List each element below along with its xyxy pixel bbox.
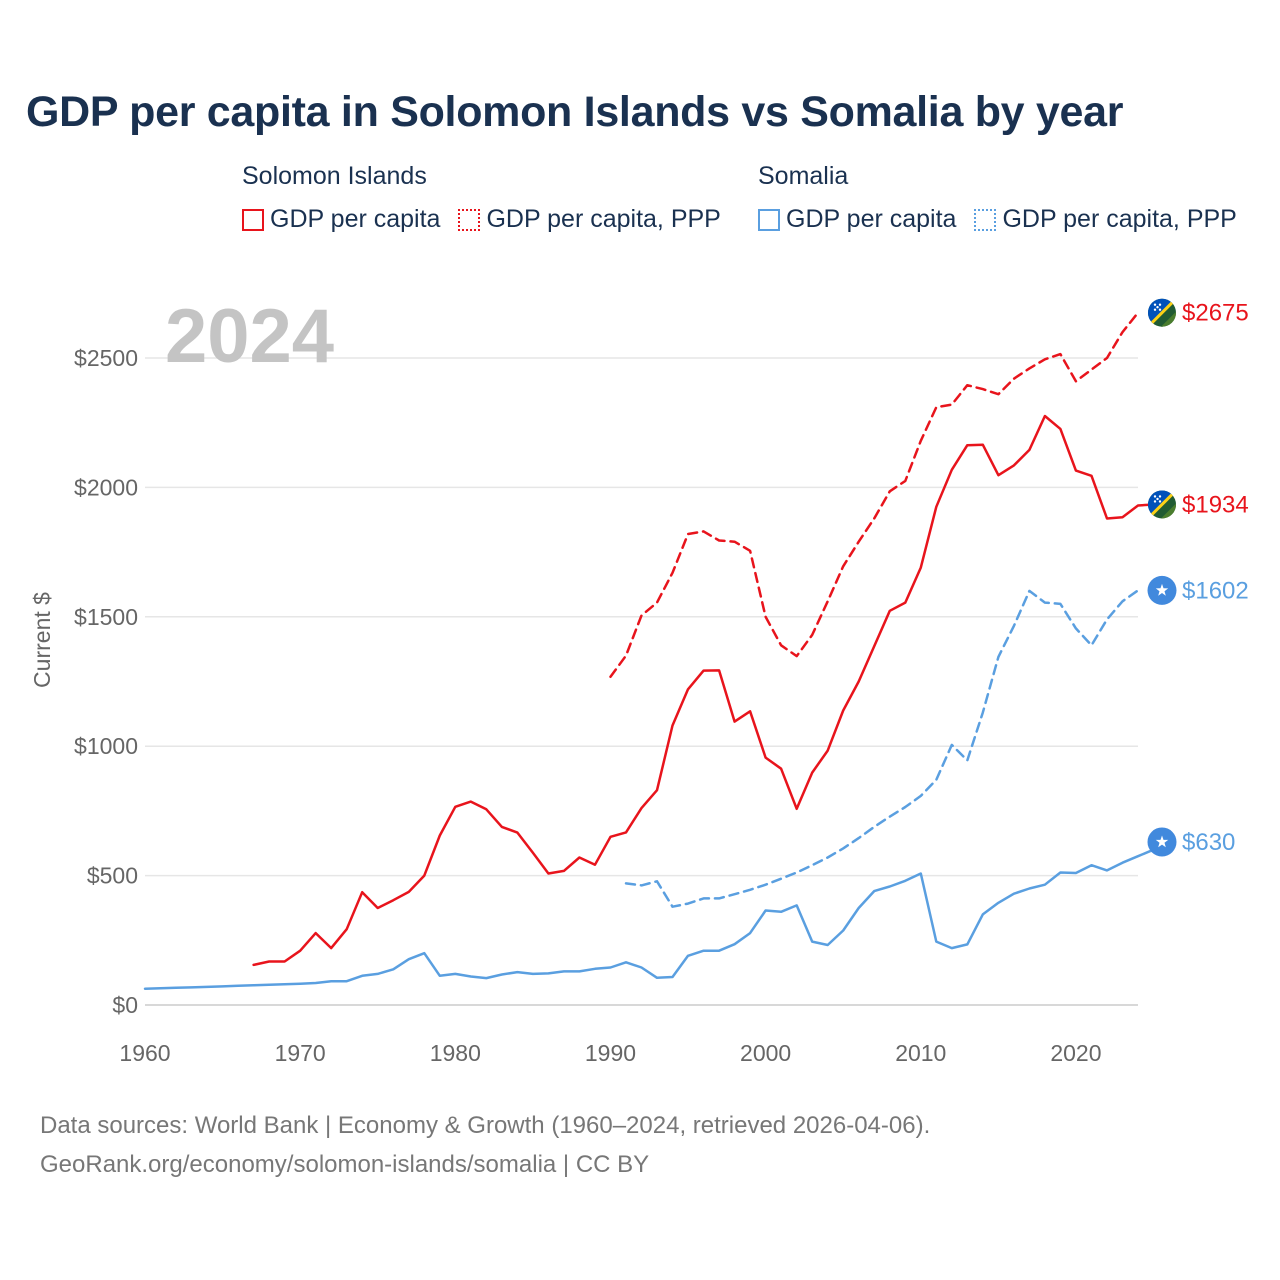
- line-chart: $0 $500 $1000 $1500 $2000 $2500 1960 1970 1980 19…: [29, 294, 1249, 1066]
- legend-group-title: Solomon Islands: [242, 162, 427, 190]
- legend-item-label: GDP per capita, PPP: [486, 205, 721, 233]
- x-tick-label: 2000: [740, 1040, 791, 1066]
- legend-item-label: GDP per capita, PPP: [1002, 205, 1237, 233]
- y-tick-label: $0: [112, 992, 138, 1018]
- series-lines: [143, 311, 1171, 990]
- year-watermark: 2024: [165, 294, 334, 379]
- y-tick-label: $1500: [74, 604, 138, 630]
- solomon-islands-flag-icon: [1148, 298, 1176, 327]
- solomon-islands-flag-icon: [1148, 490, 1176, 519]
- series-line-2[interactable]: [143, 840, 1171, 990]
- x-tick-label: 1970: [275, 1040, 326, 1066]
- series-line-3[interactable]: [624, 589, 1140, 908]
- x-tick-label: 1980: [430, 1040, 481, 1066]
- legend-item-solomon-gdp-ppp[interactable]: GDP per capita, PPP: [458, 205, 721, 234]
- legend-group-title: Somalia: [758, 162, 849, 190]
- legend-group-solomon-islands: Solomon Islands GDP per capita GDP per c…: [242, 162, 721, 234]
- legend-swatch-dotted: [974, 208, 997, 231]
- legend-item-solomon-gdp[interactable]: GDP per capita: [242, 205, 440, 234]
- footer-link[interactable]: GeoRank.org/economy/solomon-islands/soma…: [40, 1151, 650, 1178]
- series-line-0[interactable]: [252, 414, 1155, 967]
- grid-lines: $0 $500 $1000 $1500 $2000 $2500 1960 1970 1980 19…: [74, 345, 1138, 1066]
- legend-item-somalia-gdp[interactable]: GDP per capita: [758, 205, 956, 234]
- somalia-flag-icon: [1147, 827, 1177, 857]
- y-axis-label: Current $: [29, 592, 55, 688]
- end-markers: $1934 $2675 $630 $1602: [1147, 298, 1249, 857]
- somalia-flag-icon: [1147, 575, 1177, 605]
- footer: Data sources: World Bank | Economy & Gro…: [40, 1106, 930, 1184]
- legend-swatch-dotted: [458, 208, 481, 231]
- footer-sources: Data sources: World Bank | Economy & Gro…: [40, 1112, 931, 1139]
- legend-item-somalia-gdp-ppp[interactable]: GDP per capita, PPP: [974, 205, 1237, 234]
- y-tick-label: $2500: [74, 345, 138, 371]
- x-tick-label: 1990: [585, 1040, 636, 1066]
- end-value-label: $1934: [1182, 491, 1249, 518]
- end-value-label: $1602: [1182, 577, 1249, 604]
- x-tick-label: 1960: [119, 1040, 170, 1066]
- legend-swatch-solid: [758, 208, 780, 231]
- y-tick-label: $1000: [74, 733, 138, 759]
- series-line-1[interactable]: [609, 311, 1140, 679]
- end-value-label: $2675: [1182, 300, 1249, 327]
- x-tick-label: 2010: [895, 1040, 946, 1066]
- y-tick-label: $2000: [74, 474, 138, 500]
- legend-item-label: GDP per capita: [270, 205, 441, 233]
- legend-swatch-solid: [242, 208, 264, 231]
- end-value-label: $630: [1182, 829, 1235, 856]
- x-tick-label: 2020: [1050, 1040, 1101, 1066]
- legend-item-label: GDP per capita: [786, 205, 957, 233]
- chart-title: GDP per capita in Solomon Islands vs Som…: [26, 88, 1124, 136]
- legend-group-somalia: Somalia GDP per capita GDP per capita, P…: [758, 162, 1237, 234]
- y-tick-label: $500: [87, 863, 138, 889]
